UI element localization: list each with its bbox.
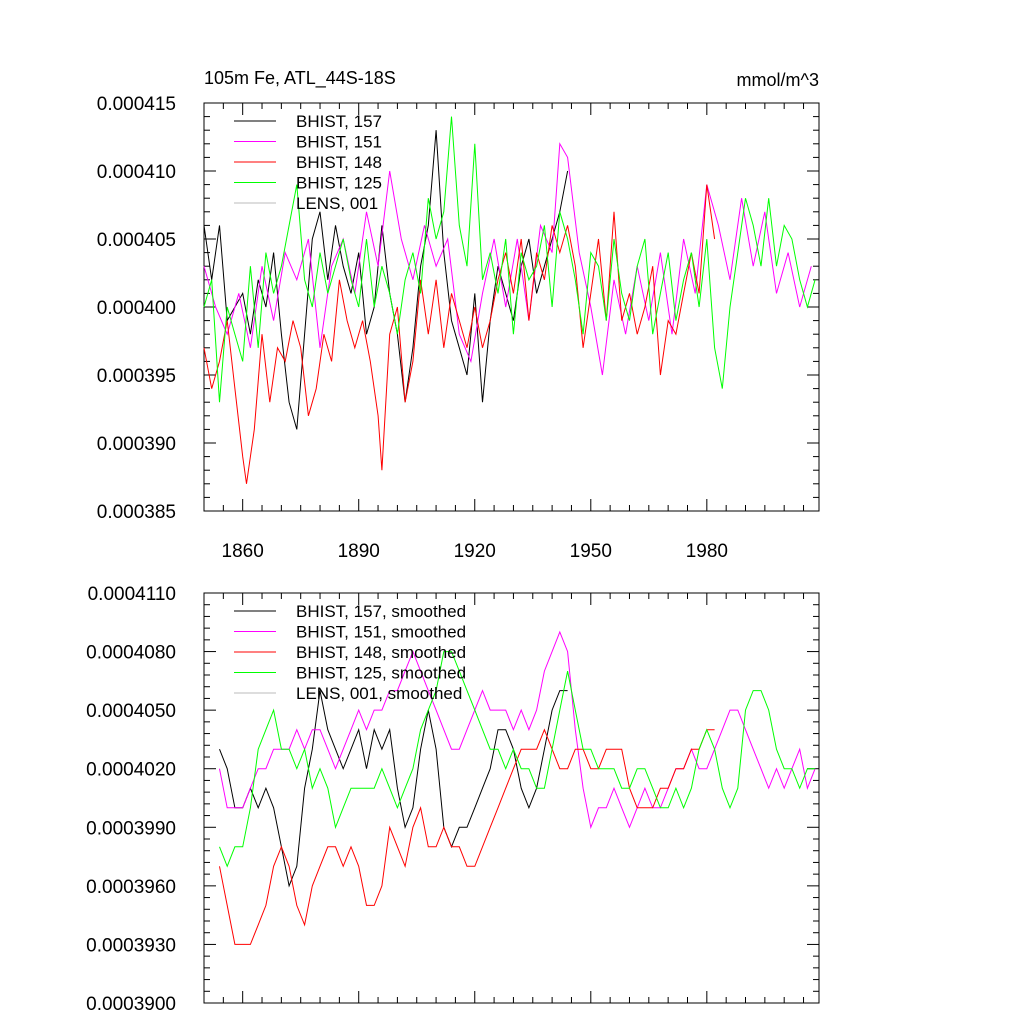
panel1-ytick-label: 0.000415 [97, 94, 176, 115]
panel1-series-line-2 [203, 142, 812, 376]
panel1-units: mmol/m^3 [737, 70, 819, 90]
panel1-series-line-3 [203, 184, 716, 484]
panel2-legend-label: BHIST, 125, smoothed [296, 664, 466, 683]
panel1-ytick-label: 0.000405 [97, 230, 176, 251]
panel1-ytick-label: 0.000400 [97, 298, 176, 319]
panel1-ytick-label: 0.000385 [97, 502, 176, 523]
panel1-ytick-label: 0.000410 [97, 162, 176, 183]
panel1-ytick-label: 0.000395 [97, 366, 176, 387]
panel1-xtick-label: 1920 [454, 541, 496, 562]
panel2-ytick-label: 0.0004020 [86, 760, 176, 781]
panel1-legend-label: BHIST, 151 [296, 133, 382, 152]
panel2-chart: 0.0003900 0.0003930 0.0003960 0.0003990 0.00… [86, 584, 820, 1015]
panel2-ytick-label: 0.0004110 [88, 584, 176, 605]
panel2-series-line-4 [219, 651, 816, 868]
panel1-xtick-label: 1860 [222, 541, 264, 562]
panel1-xtick-label: 1950 [570, 541, 612, 562]
panel2-legend-label: BHIST, 157, smoothed [296, 602, 466, 621]
panel1-xtick-label: 1890 [338, 541, 380, 562]
panel1-title: 105m Fe, ATL_44S-18S [204, 68, 396, 89]
panel2-legend-label: LENS, 001, smoothed [296, 684, 462, 703]
panel2-ytick-label: 0.0003990 [86, 818, 176, 839]
panel1-legend-label: BHIST, 157 [296, 112, 382, 131]
panel2-series-line-1 [219, 690, 568, 888]
panel1-ytick-label: 0.000390 [97, 434, 176, 455]
panel1-legend-label: BHIST, 125 [296, 174, 382, 193]
panel2-series-line-3 [219, 728, 715, 945]
panel1-series-line-4 [203, 116, 816, 403]
panel2-ytick-label: 0.0004050 [86, 701, 176, 722]
panel1-legend-label: LENS, 001 [296, 194, 378, 213]
panel2-ytick-label: 0.0004080 [86, 643, 176, 664]
panel2-ytick-label: 0.0003900 [86, 994, 176, 1015]
panel1-legend-label: BHIST, 148 [296, 153, 382, 172]
panel1-chart: 1860 1890 1920 1950 1980 0.000385 0.000390 0.00… [97, 94, 820, 562]
panel2-plot-frame [203, 592, 820, 1004]
panel2-legend-label: BHIST, 148, smoothed [296, 643, 466, 662]
panel2-legend-label: BHIST, 151, smoothed [296, 623, 466, 642]
panel1-xtick-label: 1980 [686, 541, 728, 562]
panel2-ytick-label: 0.0003930 [86, 935, 176, 956]
panel2-ytick-label: 0.0003960 [86, 877, 176, 898]
panel2-series-line-2 [219, 630, 816, 830]
